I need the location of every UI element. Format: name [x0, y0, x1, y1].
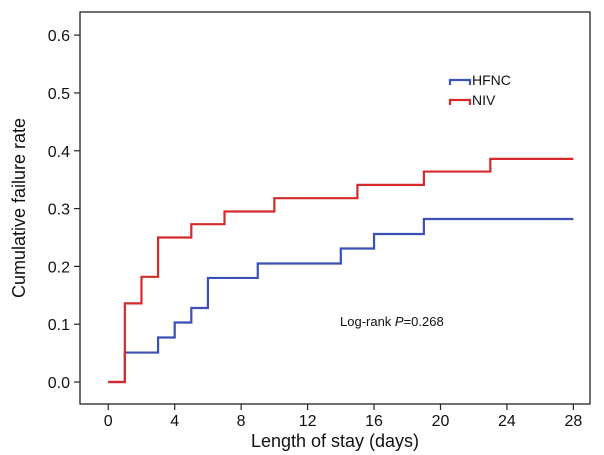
y-tick-label: 0.2	[48, 259, 70, 276]
legend-swatch-hfnc	[448, 78, 472, 85]
x-tick-label: 16	[365, 413, 383, 430]
y-tick-label: 0.4	[48, 144, 70, 161]
series-line-hfnc	[108, 217, 574, 384]
x-tick-label: 8	[237, 413, 246, 430]
y-tick-label: 0.1	[48, 317, 70, 334]
x-axis: 0 4 8 12 16 20 24 28	[104, 404, 582, 430]
x-tick-label: 28	[564, 413, 582, 430]
y-tick-label: 0.0	[48, 375, 70, 392]
plot-frame	[79, 11, 591, 405]
x-axis-title: Length of stay (days)	[251, 431, 419, 451]
y-axis-title: Cumulative failure rate	[9, 118, 29, 298]
y-axis: 0.0 0.1 0.2 0.3 0.4 0.5 0.6	[48, 28, 80, 392]
legend: HFNC NIV	[448, 72, 511, 108]
x-tick-label: 4	[170, 413, 179, 430]
x-tick-label: 12	[299, 413, 317, 430]
series-line-niv	[108, 157, 574, 384]
series-layer	[108, 157, 574, 384]
x-tick-label: 0	[104, 413, 113, 430]
legend-label-niv: NIV	[472, 92, 496, 108]
x-tick-label: 20	[432, 413, 450, 430]
y-tick-label: 0.6	[48, 28, 70, 45]
legend-swatch-niv	[448, 98, 472, 105]
legend-label-hfnc: HFNC	[472, 72, 511, 88]
y-tick-label: 0.5	[48, 86, 70, 103]
x-tick-label: 24	[498, 413, 516, 430]
annotation-logrank: Log-rank P=0.268	[340, 314, 444, 329]
y-tick-label: 0.3	[48, 202, 70, 219]
